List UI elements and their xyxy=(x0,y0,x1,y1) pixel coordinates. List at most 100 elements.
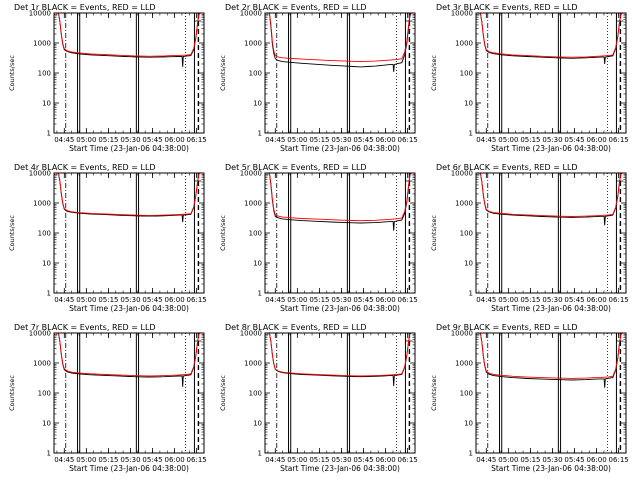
y-tick-label: 10 xyxy=(464,420,473,428)
y-axis-label: Counts/sec xyxy=(430,215,438,251)
x-tick-label: 05:30 xyxy=(120,296,140,304)
x-tick-label: 05:30 xyxy=(331,296,351,304)
x-tick-label: 06:00 xyxy=(586,136,606,144)
x-tick-label: 04:45 xyxy=(265,456,285,464)
saa-marker xyxy=(405,13,413,22)
y-axis-label: Counts/sec xyxy=(8,55,16,91)
plot-frame xyxy=(475,12,627,134)
x-tick-label: 05:30 xyxy=(542,456,562,464)
panel-title: Det 8r BLACK = Events, RED = LLD xyxy=(225,323,367,332)
x-tick-label: 06:15 xyxy=(187,456,207,464)
y-tick-label: 1 xyxy=(47,290,51,298)
y-tick-label: 1000 xyxy=(33,200,51,208)
panel-title: Det 4r BLACK = Events, RED = LLD xyxy=(14,163,156,172)
y-tick-label: 100 xyxy=(38,390,51,398)
panel-9: Det 9r BLACK = Events, RED = LLD Counts/s… xyxy=(430,323,629,473)
x-tick-label: 06:15 xyxy=(609,136,629,144)
x-tick-label: 05:00 xyxy=(76,296,96,304)
panel-title: Det 1r BLACK = Events, RED = LLD xyxy=(14,3,156,12)
y-tick-label: 1 xyxy=(258,130,262,138)
y-tick-label: 10000 xyxy=(451,330,473,338)
y-tick-label: 100 xyxy=(38,70,51,78)
series-line-lld xyxy=(268,332,412,377)
x-tick-label: 05:00 xyxy=(287,136,307,144)
x-tick-label: 04:45 xyxy=(54,136,74,144)
x-tick-label: 04:45 xyxy=(476,136,496,144)
x-tick-label: 05:30 xyxy=(120,136,140,144)
y-tick-label: 100 xyxy=(249,230,262,238)
x-tick-label: 04:45 xyxy=(265,136,285,144)
y-tick-label: 10 xyxy=(253,420,262,428)
y-axis-label: Counts/sec xyxy=(430,55,438,91)
x-tick-label: 05:00 xyxy=(76,456,96,464)
x-tick-label: 05:00 xyxy=(287,456,307,464)
panel-1: Det 1r BLACK = Events, RED = LLD Counts/s… xyxy=(8,3,207,153)
y-axis-label: Counts/sec xyxy=(219,215,227,251)
y-tick-label: 10 xyxy=(42,420,51,428)
y-tick-label: 100 xyxy=(249,70,262,78)
x-tick-label: 06:00 xyxy=(375,296,395,304)
y-tick-label: 1 xyxy=(258,450,262,458)
x-tick-label: 05:45 xyxy=(142,136,162,144)
x-tick-label: 06:15 xyxy=(609,296,629,304)
y-tick-label: 10 xyxy=(42,100,51,108)
series-line-events xyxy=(57,12,201,67)
x-tick-label: 05:15 xyxy=(98,456,118,464)
y-tick-label: 100 xyxy=(460,390,473,398)
x-tick-label: 05:15 xyxy=(520,136,540,144)
x-tick-label: 06:00 xyxy=(375,456,395,464)
x-tick-label: 05:00 xyxy=(498,296,518,304)
series-line-lld xyxy=(479,12,623,58)
x-tick-label: 05:45 xyxy=(564,456,584,464)
panel-title: Det 5r BLACK = Events, RED = LLD xyxy=(225,163,367,172)
series-line-events xyxy=(268,12,412,72)
x-tick-label: 05:00 xyxy=(498,136,518,144)
x-tick-label: 05:15 xyxy=(520,296,540,304)
y-tick-label: 1 xyxy=(469,130,473,138)
series-line-events xyxy=(268,172,412,231)
panel-title: Det 6r BLACK = Events, RED = LLD xyxy=(436,163,578,172)
y-tick-label: 1000 xyxy=(33,40,51,48)
y-tick-label: 1 xyxy=(47,450,51,458)
x-tick-label: 05:30 xyxy=(120,456,140,464)
y-tick-label: 100 xyxy=(460,70,473,78)
y-tick-label: 10000 xyxy=(29,170,51,178)
y-tick-label: 1000 xyxy=(455,40,473,48)
x-tick-label: 06:15 xyxy=(398,136,418,144)
x-tick-label: 06:15 xyxy=(398,456,418,464)
y-tick-label: 10000 xyxy=(451,170,473,178)
x-tick-label: 05:15 xyxy=(309,456,329,464)
y-axis-label: Counts/sec xyxy=(219,375,227,411)
x-tick-label: 05:45 xyxy=(353,136,373,144)
x-tick-label: 05:30 xyxy=(331,456,351,464)
plot-frame xyxy=(53,172,205,294)
panel-6: Det 6r BLACK = Events, RED = LLD Counts/s… xyxy=(430,163,629,313)
saa-marker xyxy=(194,173,202,182)
x-tick-label: 06:15 xyxy=(187,296,207,304)
panel-title: Det 2r BLACK = Events, RED = LLD xyxy=(225,3,367,12)
y-tick-label: 1000 xyxy=(244,360,262,368)
series-line-lld xyxy=(268,12,412,63)
panel-2: Det 2r BLACK = Events, RED = LLD Counts/s… xyxy=(219,3,418,153)
x-axis-label: Start Time (23-Jan-06 04:38:00) xyxy=(491,304,611,313)
x-tick-label: 05:45 xyxy=(142,296,162,304)
series-line-lld xyxy=(479,332,623,379)
panel-4: Det 4r BLACK = Events, RED = LLD Counts/s… xyxy=(8,163,207,313)
panel-3: Det 3r BLACK = Events, RED = LLD Counts/s… xyxy=(430,3,629,153)
y-tick-label: 1000 xyxy=(244,200,262,208)
y-tick-label: 10 xyxy=(464,260,473,268)
y-tick-label: 10000 xyxy=(240,10,262,18)
saa-marker xyxy=(194,13,202,22)
x-tick-label: 06:00 xyxy=(375,136,395,144)
x-axis-label: Start Time (23-Jan-06 04:38:00) xyxy=(69,464,189,473)
y-axis-label: Counts/sec xyxy=(430,375,438,411)
plot-frame xyxy=(53,332,205,454)
y-tick-label: 1 xyxy=(258,290,262,298)
x-tick-label: 06:15 xyxy=(398,296,418,304)
x-tick-label: 05:45 xyxy=(353,456,373,464)
y-tick-label: 10 xyxy=(464,100,473,108)
plot-frame xyxy=(53,12,205,134)
saa-marker xyxy=(405,333,413,342)
x-tick-label: 04:45 xyxy=(265,296,285,304)
y-tick-label: 100 xyxy=(460,230,473,238)
